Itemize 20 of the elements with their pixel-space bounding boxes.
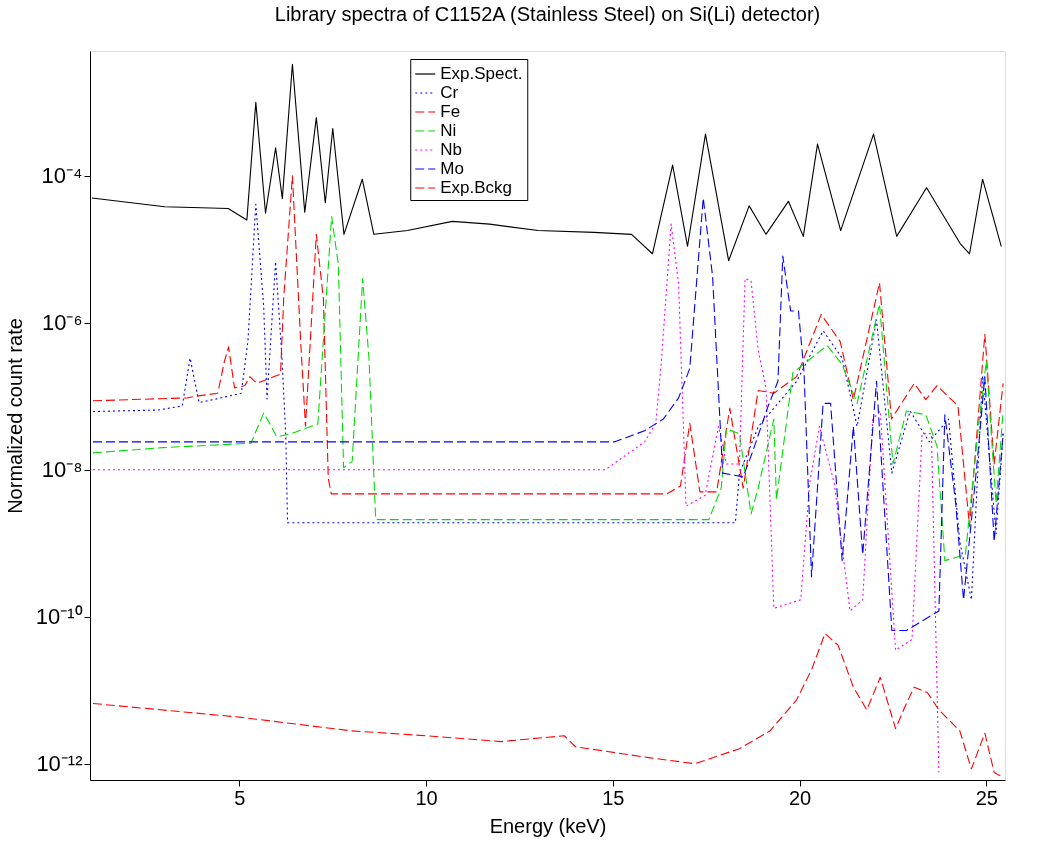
legend-label: Fe bbox=[440, 102, 461, 121]
y-axis-title: Normalized count rate bbox=[3, 318, 26, 514]
x-tick-label: 15 bbox=[602, 786, 625, 809]
legend-label: Cr bbox=[440, 83, 459, 102]
y-tick-label: 10⁻⁴ bbox=[41, 163, 83, 189]
legend-label: Exp.Bckg bbox=[440, 178, 513, 197]
chart-title: Library spectra of C1152A (Stainless Steel) on Si(Li) detector) bbox=[274, 3, 821, 25]
y-tick-label: 10⁻¹² bbox=[36, 751, 83, 777]
y-tick-label: 10⁻⁶ bbox=[41, 310, 83, 336]
x-tick-label: 20 bbox=[788, 786, 812, 809]
x-tick-label: 25 bbox=[975, 786, 998, 809]
legend-label: Ni bbox=[440, 121, 457, 140]
legend-label: Exp.Spect. bbox=[440, 64, 523, 83]
y-tick-label: 10⁻⁸ bbox=[41, 457, 83, 483]
x-tick-label: 5 bbox=[234, 786, 246, 809]
x-axis-title: Energy (keV) bbox=[489, 814, 607, 837]
y-tick-label: 10⁻¹⁰ bbox=[35, 604, 83, 630]
legend-label: Mo bbox=[440, 159, 464, 178]
x-tick-label: 10 bbox=[415, 786, 438, 809]
legend-label: Nb bbox=[440, 140, 462, 159]
